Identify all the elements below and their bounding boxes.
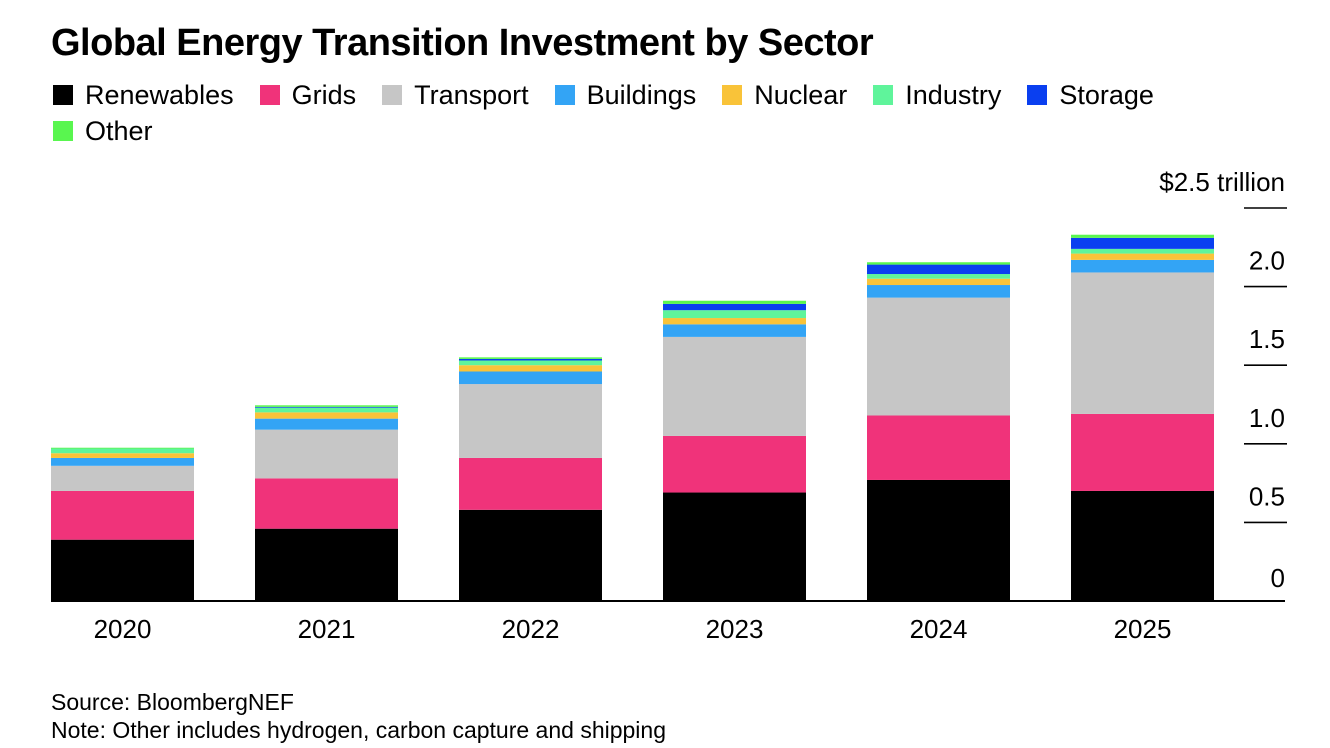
bar-segment-nuclear-2024 xyxy=(867,278,1010,286)
legend-swatch-grids xyxy=(259,85,280,105)
stacked-bar-chart: $2.5 trillion 2.0 1.5 1.0 0.5 0 2020 2021 2022 20… xyxy=(51,167,1287,644)
y-tick-label-0-5: 0.5 xyxy=(1249,481,1285,511)
x-tick-label-2023: 2023 xyxy=(706,614,764,644)
legend-label-transport: Transport xyxy=(414,80,529,110)
bar-segment-transport-2022 xyxy=(459,384,602,458)
bar-segment-grids-2024 xyxy=(867,415,1010,480)
bar-segment-renewables-2023 xyxy=(663,492,806,601)
bar-segment-nuclear-2020 xyxy=(51,453,194,458)
legend-label-renewables: Renewables xyxy=(85,80,234,110)
bar-segment-renewables-2024 xyxy=(867,479,1010,601)
legend-swatch-other xyxy=(53,121,73,141)
bar-segment-other-2020 xyxy=(51,447,194,449)
bar-segment-transport-2025 xyxy=(1071,272,1214,414)
legend-item-industry: Industry xyxy=(873,80,1002,110)
y-tick-label-0: 0 xyxy=(1271,563,1285,593)
legend-item-renewables: Renewables xyxy=(53,80,234,110)
bar-segment-grids-2022 xyxy=(459,457,602,510)
bar-segment-renewables-2020 xyxy=(51,539,194,601)
x-tick-label-2024: 2024 xyxy=(910,614,968,644)
bar-segment-transport-2024 xyxy=(867,297,1010,416)
bar-segment-storage-2025 xyxy=(1071,237,1214,249)
bar-segment-industry-2024 xyxy=(867,274,1010,279)
source-note: Source: BloombergNEF xyxy=(51,689,294,715)
bar-segment-nuclear-2023 xyxy=(663,318,806,325)
bar-segment-other-2023 xyxy=(663,300,806,304)
bar-segment-other-2022 xyxy=(459,357,602,359)
x-tick-label-2020: 2020 xyxy=(94,614,152,644)
bar-segment-buildings-2025 xyxy=(1071,259,1214,273)
legend-label-buildings: Buildings xyxy=(586,80,697,110)
legend-item-buildings: Buildings xyxy=(554,80,697,110)
legend-swatch-renewables xyxy=(53,85,73,105)
bar-segment-nuclear-2021 xyxy=(255,412,398,419)
bar-segment-buildings-2024 xyxy=(867,285,1010,298)
bar-segment-transport-2020 xyxy=(51,465,194,491)
chart-footer: Source: BloombergNEF Note: Other include… xyxy=(51,688,666,744)
bar-segment-buildings-2022 xyxy=(459,371,602,385)
bar-segment-storage-2023 xyxy=(663,303,806,311)
legend-label-storage: Storage xyxy=(1059,80,1154,110)
y-tick-label-2-5-trillion: $2.5 trillion xyxy=(1159,167,1285,197)
legend-label-nuclear: Nuclear xyxy=(754,80,848,110)
bar-segment-storage-2022 xyxy=(459,358,602,361)
bar-segment-nuclear-2022 xyxy=(459,365,602,372)
y-tick-label-1-0: 1.0 xyxy=(1249,403,1285,433)
legend: Renewables Grids Transport Buildings Nuclear… xyxy=(53,80,1253,146)
bar-segment-buildings-2023 xyxy=(663,324,806,337)
bar-segment-transport-2021 xyxy=(255,429,398,479)
legend-label-other: Other xyxy=(85,116,153,146)
legend-item-other: Other xyxy=(53,116,153,146)
bar-segment-buildings-2020 xyxy=(51,457,194,466)
legend-swatch-transport xyxy=(382,85,403,105)
bar-segment-buildings-2021 xyxy=(255,418,398,430)
legend-swatch-industry xyxy=(873,85,894,105)
legend-swatch-storage xyxy=(1027,85,1048,105)
footnote: Note: Other includes hydrogen, carbon ca… xyxy=(51,717,667,743)
bar-segment-industry-2025 xyxy=(1071,248,1214,254)
chart-title: Global Energy Transition Investment by S… xyxy=(51,22,874,64)
bar-segment-renewables-2025 xyxy=(1071,490,1214,601)
bar-segment-grids-2023 xyxy=(663,435,806,493)
legend-label-industry: Industry xyxy=(905,80,1002,110)
legend-label-grids: Grids xyxy=(291,80,357,110)
legend-swatch-nuclear xyxy=(722,85,743,105)
bar-segment-other-2025 xyxy=(1071,234,1214,238)
bar-segment-nuclear-2025 xyxy=(1071,253,1214,260)
bar-segment-storage-2021 xyxy=(255,406,398,408)
x-tick-label-2022: 2022 xyxy=(502,614,560,644)
bar-segment-other-2021 xyxy=(255,405,398,407)
bar-segment-renewables-2022 xyxy=(459,509,602,601)
bar-segment-grids-2020 xyxy=(51,490,194,540)
x-tick-label-2025: 2025 xyxy=(1114,614,1172,644)
bar-segment-industry-2023 xyxy=(663,310,806,319)
legend-swatch-buildings xyxy=(554,85,575,105)
bar-segment-industry-2020 xyxy=(51,448,194,454)
legend-item-storage: Storage xyxy=(1027,80,1154,110)
bar-segment-transport-2023 xyxy=(663,336,806,436)
bar-segment-other-2024 xyxy=(867,262,1010,265)
y-tick-label-1-5: 1.5 xyxy=(1249,324,1285,354)
bar-segment-storage-2024 xyxy=(867,264,1010,275)
bar-segment-industry-2021 xyxy=(255,407,398,413)
x-tick-label-2021: 2021 xyxy=(298,614,356,644)
bar-segment-grids-2025 xyxy=(1071,413,1214,491)
bar-segment-industry-2022 xyxy=(459,360,602,366)
legend-item-grids: Grids xyxy=(259,80,357,110)
legend-item-nuclear: Nuclear xyxy=(722,80,848,110)
y-tick-label-2-0: 2.0 xyxy=(1249,246,1285,276)
bar-segment-grids-2021 xyxy=(255,478,398,529)
legend-item-transport: Transport xyxy=(382,80,529,110)
bar-segment-renewables-2021 xyxy=(255,528,398,601)
